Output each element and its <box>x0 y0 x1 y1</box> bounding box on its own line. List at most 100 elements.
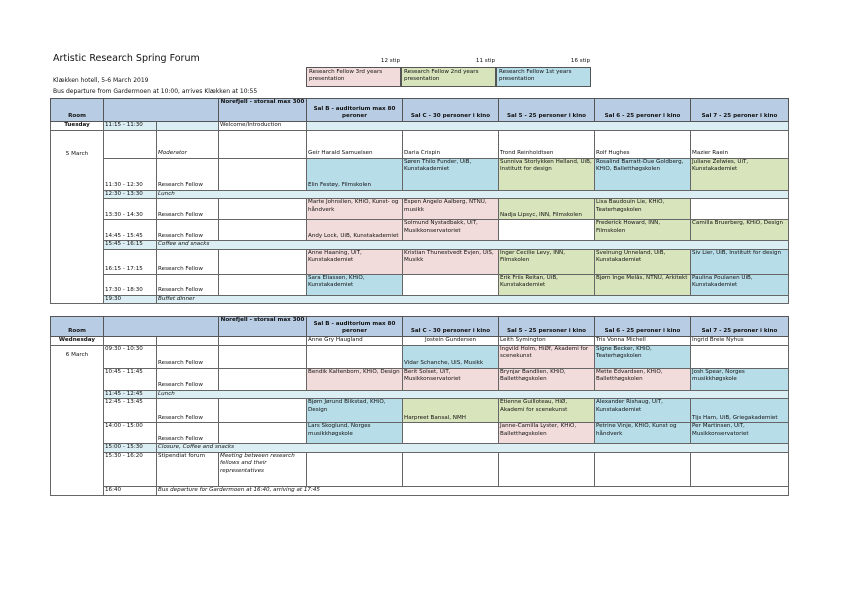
room-column-header: Sal 5 - 25 personer i kino <box>498 316 595 337</box>
time-cell: 11:30 - 12:30 <box>103 157 157 191</box>
header-row: Room Norefjell - storsal max 300 Sal B - a… <box>50 316 789 337</box>
empty-cell <box>402 273 499 296</box>
empty-cell <box>690 198 789 221</box>
session-cell: Lars Skoglund, Norges musikkhøgskole <box>306 422 403 445</box>
time-cell: 12:30 - 13:30 <box>103 189 157 200</box>
session-cell: Nadja Lipsyc, INN, Filmskolen <box>498 198 595 221</box>
session-type: Research Fellow <box>156 248 219 275</box>
break-row: 16:40 Bus departure for Gardermoen at 16:… <box>51 485 789 496</box>
time-cell: 10:45 - 11:45 <box>103 367 157 391</box>
session-cell: Petrine Vinje, KHiO, Kunst og håndverk <box>594 422 691 445</box>
empty-cell <box>218 248 307 275</box>
time-cell: 11:15 - 11:30 <box>103 121 157 131</box>
session-cell: Espen Angelo Aalberg, NTNU, musikk <box>402 198 499 221</box>
venue-text: Klækken hotell, 5-6 March 2019 <box>53 77 149 84</box>
session-type: Research Fellow <box>156 422 219 445</box>
empty-cell <box>402 422 499 445</box>
legend-stip: 11 stip <box>475 58 495 64</box>
bus-info-text: Bus departure from Gardermoen at 10:00, … <box>53 88 258 95</box>
session-row: 5 March Moderator Geir Harald Samuelsen Dar… <box>50 129 789 305</box>
session-cell: Marte Johnslien, KHiO, Kunst- og håndver… <box>306 198 403 221</box>
session-cell: Andy Lock, UiB, Kunstakademiet <box>306 219 403 242</box>
session-cell: Sara Eliassen, KHiO, Kunstakademiet <box>306 273 403 296</box>
session-cell: Alexander Rishaug, UiT, Kunstakademiet <box>594 398 691 424</box>
empty-cell <box>218 198 307 221</box>
session-cell: Kristian Thunestvedt Evjen, UiS, Musikk <box>402 248 499 275</box>
session-cell: Brynjar Bandlien, KHiO, Balletthøgskolen <box>498 367 595 391</box>
session-type: Research Fellow <box>156 198 219 221</box>
session-cell: Erik Friis Reitan, UiB, Kunstakademiet <box>498 273 595 296</box>
session-type: Research Fellow <box>156 157 219 191</box>
legend-stip: 12 stip <box>380 58 400 64</box>
time-cell: 12:45 - 13:45 <box>103 398 157 424</box>
header-blank <box>103 98 219 122</box>
session-cell: Paulina Poulanen UiB, Kunstakademiet <box>690 273 789 296</box>
room-column-header: Sal 7 - 25 peroner i kino <box>690 98 789 122</box>
break-label: Coffee and snacks <box>156 240 789 250</box>
session-row: 15:30 - 16:20 Stipendiat forum Meeting bet… <box>51 451 789 487</box>
session-cell: Jostein Gundersen <box>402 336 499 346</box>
time-cell: 14:00 - 15:00 <box>103 422 157 445</box>
break-row: 12:30 - 13:30 Lunch <box>51 189 789 200</box>
empty-cell <box>498 451 595 487</box>
session-cell: Sveinung Unneland, UiB, Kunstakademiet <box>594 248 691 275</box>
break-row: 11:45 - 12:45 Lunch <box>51 389 789 400</box>
time-cell <box>103 129 157 159</box>
room-column-header: Sal 5 - 25 personer i kino <box>498 98 595 122</box>
session-cell: Trond Reinholdtsen <box>498 129 595 159</box>
empty-cell <box>218 157 307 191</box>
session-cell: Tijs Ham, UiB, Griegakademiet <box>690 398 789 424</box>
empty-cell <box>306 451 403 487</box>
time-cell: 13:30 - 14:30 <box>103 198 157 221</box>
room-column-header: Sal B - auditorium max 80 peroner <box>306 316 403 337</box>
room-column-header: Sal 6 - 25 peroner i kino <box>594 316 691 337</box>
session-cell: Geir Harald Samuelsen <box>306 129 403 159</box>
room-column-header: Sal C - 30 personer i kino <box>402 98 499 122</box>
session-cell: Elin Festøy, Filmskolen <box>306 157 403 191</box>
session-row: 10:45 - 11:45 Research Fellow Bendik Kalte… <box>51 367 789 391</box>
date-label: 6 March <box>50 345 104 496</box>
session-row: Wednesday Anne Gry Haugland Jostein Gunder… <box>50 336 789 346</box>
page-title: Artistic Research Spring Forum <box>53 53 200 64</box>
session-cell: Ingvild Holm, HiØf, Akademi for scenekun… <box>498 344 595 369</box>
day-label: Wednesday <box>50 336 104 346</box>
session-cell: Mazier Raein <box>690 129 789 159</box>
session-row: 13:30 - 14:30 Research Fellow Marte Johnsl… <box>51 198 789 221</box>
time-cell: 14:45 - 15:45 <box>103 219 157 242</box>
session-type <box>156 336 219 346</box>
session-row: 12:45 - 13:45 Research Fellow Bjørn Jørund… <box>51 398 789 424</box>
break-label: Bus departure for Gardermoen at 16:40, a… <box>156 485 789 496</box>
session-cell: Etienne Guilloteau, HiØ, Akademi for sce… <box>498 398 595 424</box>
session-row: 14:45 - 15:45 Research Fellow Andy Lock, U… <box>51 219 789 242</box>
session-cell: Inger Cecilie Levy, INN, Filmskolen <box>498 248 595 275</box>
session-cell: Mette Edvardsen, KHiO, Balletthøgskolen <box>594 367 691 391</box>
empty-cell <box>218 273 307 296</box>
empty-cell <box>218 219 307 242</box>
room-header: Room <box>50 98 104 122</box>
empty-cell <box>594 451 691 487</box>
session-row: 17:30 - 18:30 Research Fellow Sara Eliasse… <box>51 273 789 296</box>
break-label: Buffet dinner <box>156 294 789 305</box>
session-cell: Daria Crispin <box>402 129 499 159</box>
empty-cell <box>306 121 789 131</box>
empty-cell <box>690 344 789 369</box>
session-cell: Josh Spear, Norges musikkhøgskole <box>690 367 789 391</box>
legend-label: Research Fellow 3rd years presentation <box>309 69 383 82</box>
session-type: Moderator <box>156 129 219 159</box>
session-cell: Rosalind Barratt-Due Goldberg, KHiO, Bal… <box>594 157 691 191</box>
time-cell <box>103 336 157 346</box>
break-label: Lunch <box>156 389 789 400</box>
session-cell: Bjørn Jørund Blikstad, KHiO, Design <box>306 398 403 424</box>
session-cell: Ingrid Breie Nyhus <box>690 336 789 346</box>
empty-cell <box>218 344 307 369</box>
legend-item: 16 stip Research Fellow 1st years present… <box>496 58 591 87</box>
break-label: Lunch <box>156 189 789 200</box>
session-cell: Berit Solset, UiT, Musikkonservatoriet <box>402 367 499 391</box>
time-cell: 15:45 - 16:15 <box>103 240 157 250</box>
session-cell: Juliane Zelwies, UiT, Kunstakademiet <box>690 157 789 191</box>
room-column-header: Sal C - 30 personer i kino <box>402 316 499 337</box>
session-cell: Frederick Howard, INN, Filmskolen <box>594 219 691 242</box>
break-row: 15:00 - 15:30 Closure, Coffee and snacks <box>51 443 789 453</box>
session-type: Stipendiat forum <box>156 451 219 487</box>
session-cell: Meeting between research fellows and the… <box>218 451 307 487</box>
